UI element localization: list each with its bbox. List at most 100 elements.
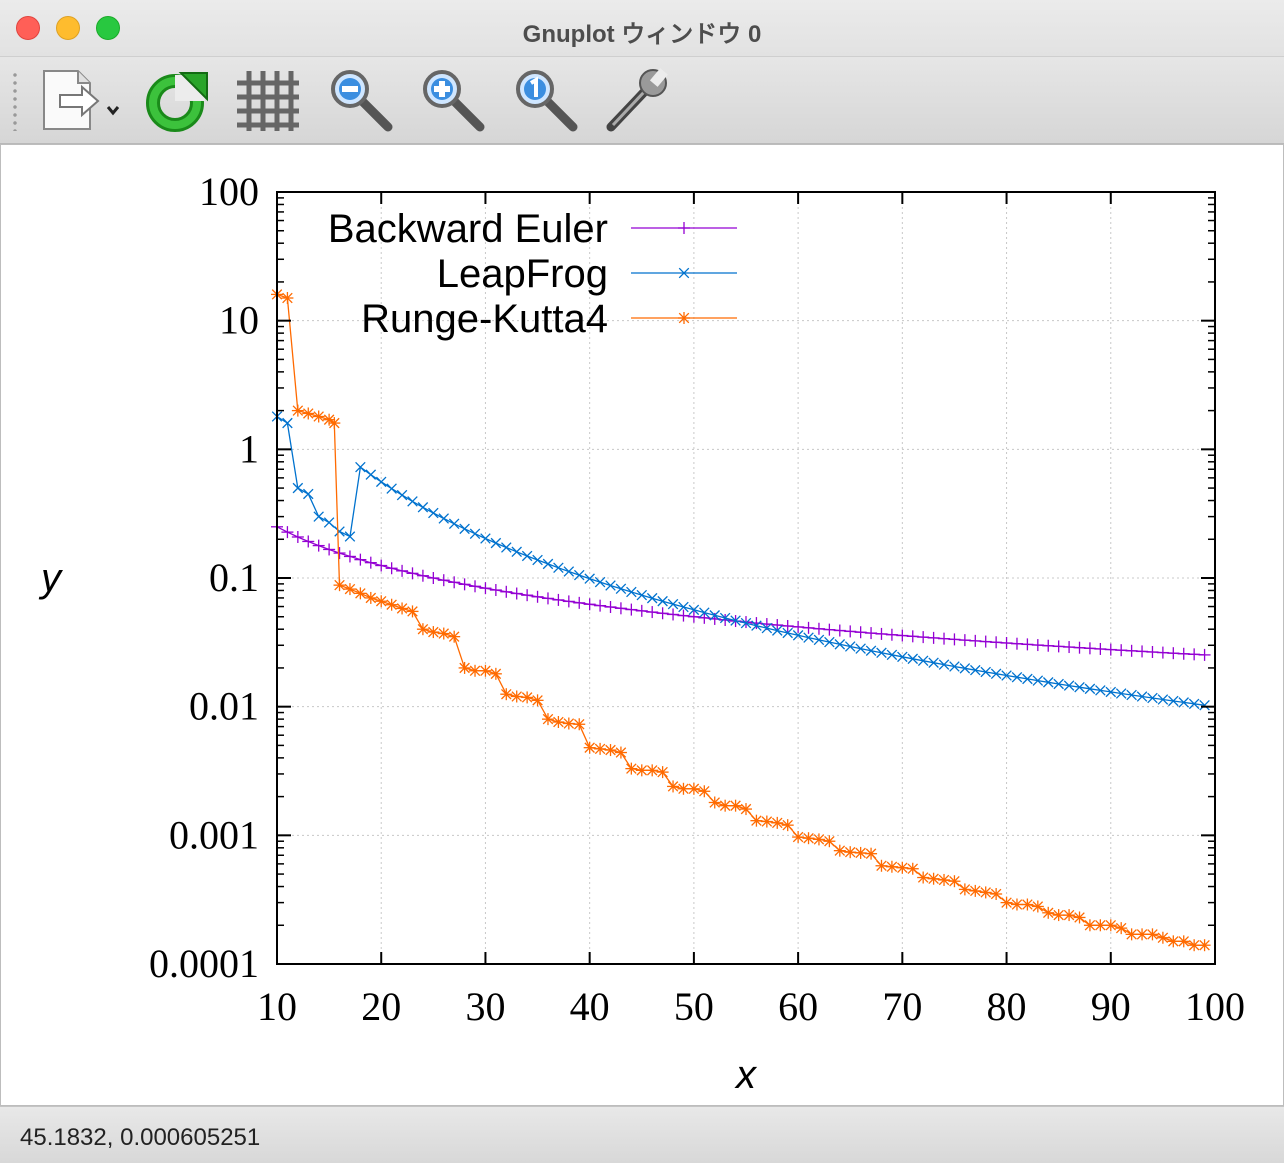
data-point xyxy=(677,609,690,622)
data-point xyxy=(656,766,669,779)
chart: 10 20 30 40 50 60 70 80 90 100 100 10 1 0.1 0.01 0.001 0… xyxy=(38,169,1245,1097)
data-point xyxy=(511,546,522,558)
data-point xyxy=(1000,896,1013,909)
data-point xyxy=(1083,919,1096,932)
data-point xyxy=(1136,928,1149,941)
data-point xyxy=(813,634,825,646)
data-point xyxy=(865,645,877,656)
data-point xyxy=(480,533,491,544)
data-point xyxy=(385,598,398,611)
data-point xyxy=(980,666,991,678)
data-point xyxy=(521,589,534,602)
series-runge-kutta4 xyxy=(271,288,1211,952)
refresh-icon xyxy=(146,72,208,132)
data-point xyxy=(1094,642,1107,655)
close-button[interactable] xyxy=(16,16,40,40)
toolbar-grip[interactable] xyxy=(13,71,17,131)
data-point xyxy=(1010,898,1023,911)
data-point xyxy=(1032,675,1044,686)
data-point xyxy=(1063,680,1075,691)
x-axis-label: x xyxy=(734,1053,758,1097)
data-point xyxy=(958,883,971,896)
data-point xyxy=(1188,939,1201,952)
data-point xyxy=(927,872,940,885)
data-point xyxy=(760,815,773,828)
data-point xyxy=(292,482,304,494)
x-tick-label: 50 xyxy=(674,984,714,1029)
data-point xyxy=(1042,906,1055,919)
series-backward-euler xyxy=(271,520,1211,661)
data-point xyxy=(1126,689,1137,701)
data-point xyxy=(364,591,377,604)
data-point xyxy=(1063,641,1076,654)
data-point xyxy=(354,553,367,566)
data-point xyxy=(573,596,586,609)
data-point xyxy=(990,887,1003,900)
data-point xyxy=(1021,638,1034,651)
data-point xyxy=(917,871,930,884)
data-point xyxy=(344,531,356,542)
data-point xyxy=(970,664,981,676)
data-point xyxy=(635,764,648,777)
grid-button[interactable] xyxy=(233,65,303,135)
data-point xyxy=(615,583,627,595)
data-point xyxy=(990,636,1003,649)
data-point xyxy=(313,511,324,522)
data-point xyxy=(678,267,690,279)
data-point xyxy=(521,550,533,562)
data-point xyxy=(906,630,919,643)
data-point xyxy=(1177,935,1190,948)
data-point xyxy=(646,764,659,777)
data-point xyxy=(803,632,814,643)
data-point xyxy=(614,746,627,759)
data-point xyxy=(427,626,440,639)
data-point xyxy=(448,630,461,643)
data-point xyxy=(792,620,805,633)
zoom-out-button[interactable] xyxy=(326,65,396,135)
series-layer xyxy=(271,288,1211,952)
data-point xyxy=(1146,646,1159,659)
data-point xyxy=(501,542,512,553)
data-point xyxy=(897,651,908,663)
series-line xyxy=(276,293,1205,946)
data-point xyxy=(875,859,888,872)
data-point xyxy=(406,567,419,580)
data-point xyxy=(1031,639,1044,652)
data-point xyxy=(1146,928,1159,941)
data-point xyxy=(333,547,346,560)
data-point xyxy=(1052,909,1065,922)
zoom-in-button[interactable] xyxy=(418,65,488,135)
x-tick-label: 40 xyxy=(570,984,610,1029)
data-point xyxy=(844,625,857,638)
data-point xyxy=(1010,637,1023,650)
data-point xyxy=(812,622,825,635)
minimize-button[interactable] xyxy=(56,16,80,40)
zoom-button[interactable] xyxy=(96,16,120,40)
data-point xyxy=(1042,677,1054,688)
data-point xyxy=(876,647,887,659)
data-point xyxy=(687,782,700,795)
data-point xyxy=(396,564,409,577)
data-point xyxy=(678,222,690,234)
data-point xyxy=(969,884,982,897)
y-tick-label: 0.1 xyxy=(209,555,259,600)
data-point xyxy=(1104,643,1117,656)
replot-button[interactable] xyxy=(141,65,211,135)
data-point xyxy=(688,604,700,616)
data-point xyxy=(1031,900,1044,913)
data-point xyxy=(489,667,502,680)
data-point xyxy=(553,562,564,574)
data-point xyxy=(865,847,878,860)
settings-button[interactable] xyxy=(601,65,671,135)
data-point xyxy=(751,620,762,631)
plot-canvas[interactable]: 10 20 30 40 50 60 70 80 90 100 100 10 1 0.1 0.01 0.001 0… xyxy=(0,144,1284,1106)
export-menu-button[interactable] xyxy=(38,65,130,135)
data-point xyxy=(510,690,523,703)
data-point xyxy=(396,489,408,501)
zoom-reset-button[interactable] xyxy=(511,65,581,135)
data-point xyxy=(750,617,763,630)
zoom-out-icon xyxy=(331,70,393,132)
data-point xyxy=(667,598,679,610)
data-point xyxy=(448,518,460,530)
data-point xyxy=(772,625,783,636)
